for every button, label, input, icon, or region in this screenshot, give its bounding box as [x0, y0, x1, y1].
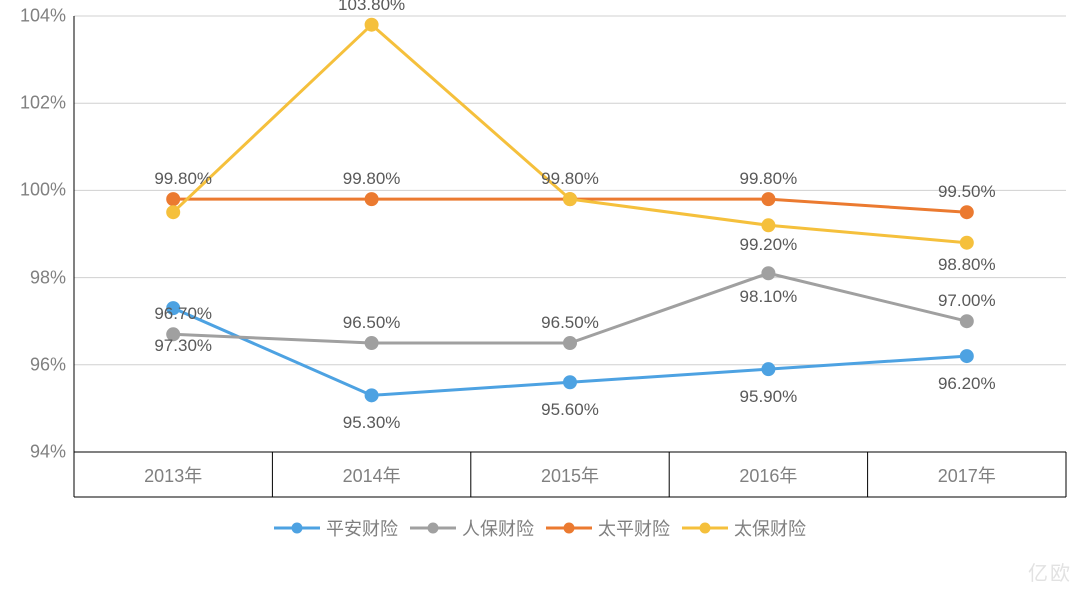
x-tick-label: 2015年 — [541, 462, 599, 488]
legend: 平安财险 人保财险 太平财险 太保财险 — [0, 515, 1080, 541]
x-tick-label: 2017年 — [938, 462, 996, 488]
x-tick-label: 2016年 — [739, 462, 797, 488]
legend-label: 太平财险 — [598, 515, 670, 541]
data-label: 95.90% — [740, 387, 798, 407]
data-label: 99.20% — [740, 235, 798, 255]
legend-swatch — [546, 521, 592, 535]
data-label: 99.80% — [343, 169, 401, 189]
y-tick-label: 104% — [20, 6, 66, 27]
data-label: 96.70% — [154, 304, 212, 324]
data-label: 98.80% — [938, 255, 996, 275]
legend-swatch — [682, 521, 728, 535]
data-label: 96.50% — [343, 313, 401, 333]
y-tick-label: 100% — [20, 180, 66, 201]
data-label: 97.30% — [154, 336, 212, 356]
y-tick-label: 94% — [30, 442, 66, 463]
legend-item-renbao: 人保财险 — [410, 515, 534, 541]
legend-item-taibao: 太保财险 — [682, 515, 806, 541]
data-label: 99.50% — [938, 182, 996, 202]
legend-item-pingan: 平安财险 — [274, 515, 398, 541]
data-label: 97.00% — [938, 291, 996, 311]
data-label: 96.20% — [938, 374, 996, 394]
data-label: 95.60% — [541, 400, 599, 420]
y-tick-label: 102% — [20, 93, 66, 114]
y-tick-label: 96% — [30, 354, 66, 375]
data-label: 95.30% — [343, 413, 401, 433]
legend-item-taiping: 太平财险 — [546, 515, 670, 541]
data-label: 103.80% — [338, 0, 405, 15]
x-tick-label: 2013年 — [144, 462, 202, 488]
y-tick-label: 98% — [30, 267, 66, 288]
line-chart: 平安财险 人保财险 太平财险 太保财险 亿欧 94% 96% 98% 100% 102% 104… — [0, 0, 1080, 592]
legend-label: 人保财险 — [462, 515, 534, 541]
legend-swatch — [274, 521, 320, 535]
watermark: 亿欧 — [1028, 557, 1072, 586]
data-label: 98.10% — [740, 287, 798, 307]
legend-label: 平安财险 — [326, 515, 398, 541]
chart-svg — [0, 0, 1080, 592]
legend-swatch — [410, 521, 456, 535]
data-label: 99.80% — [740, 169, 798, 189]
x-tick-label: 2014年 — [343, 462, 401, 488]
data-label: 96.50% — [541, 313, 599, 333]
data-label: 99.80% — [154, 169, 212, 189]
legend-label: 太保财险 — [734, 515, 806, 541]
data-label: 99.80% — [541, 169, 599, 189]
